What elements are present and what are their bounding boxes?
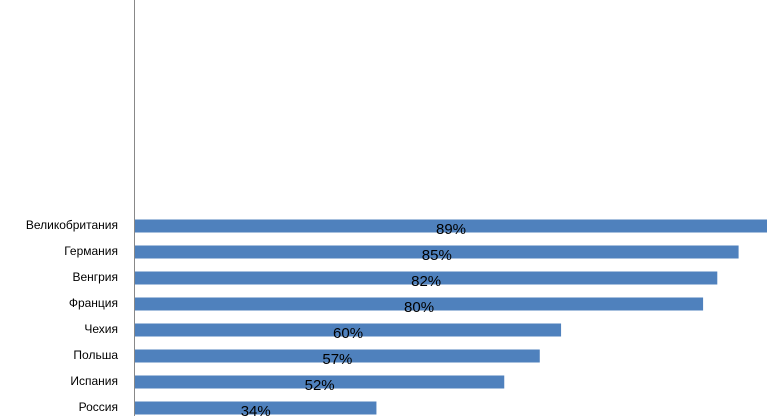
value-label: 89% <box>436 221 466 238</box>
y-tick-label: Великобритания <box>26 218 118 232</box>
value-label: 85% <box>422 247 452 264</box>
y-tick-label: Германия <box>64 244 118 258</box>
bar <box>135 219 767 233</box>
value-label: 57% <box>322 351 352 368</box>
y-tick-label: Венгрия <box>72 270 118 284</box>
y-tick-label: Польша <box>73 348 118 362</box>
bar <box>135 401 377 415</box>
value-label: 52% <box>305 377 335 394</box>
bar <box>135 375 505 389</box>
bar <box>135 323 562 337</box>
bar <box>135 349 540 363</box>
bar <box>135 271 718 285</box>
value-label: 60% <box>333 325 363 342</box>
value-label: 80% <box>404 299 434 316</box>
value-label: 82% <box>411 273 441 290</box>
y-tick-label: Испания <box>70 374 118 388</box>
bar <box>135 245 739 259</box>
y-tick-label: Чехия <box>84 322 118 336</box>
bar <box>135 297 704 311</box>
value-label: 34% <box>241 403 271 416</box>
y-tick-label: Франция <box>69 296 118 310</box>
y-tick-label: Россия <box>79 400 118 414</box>
